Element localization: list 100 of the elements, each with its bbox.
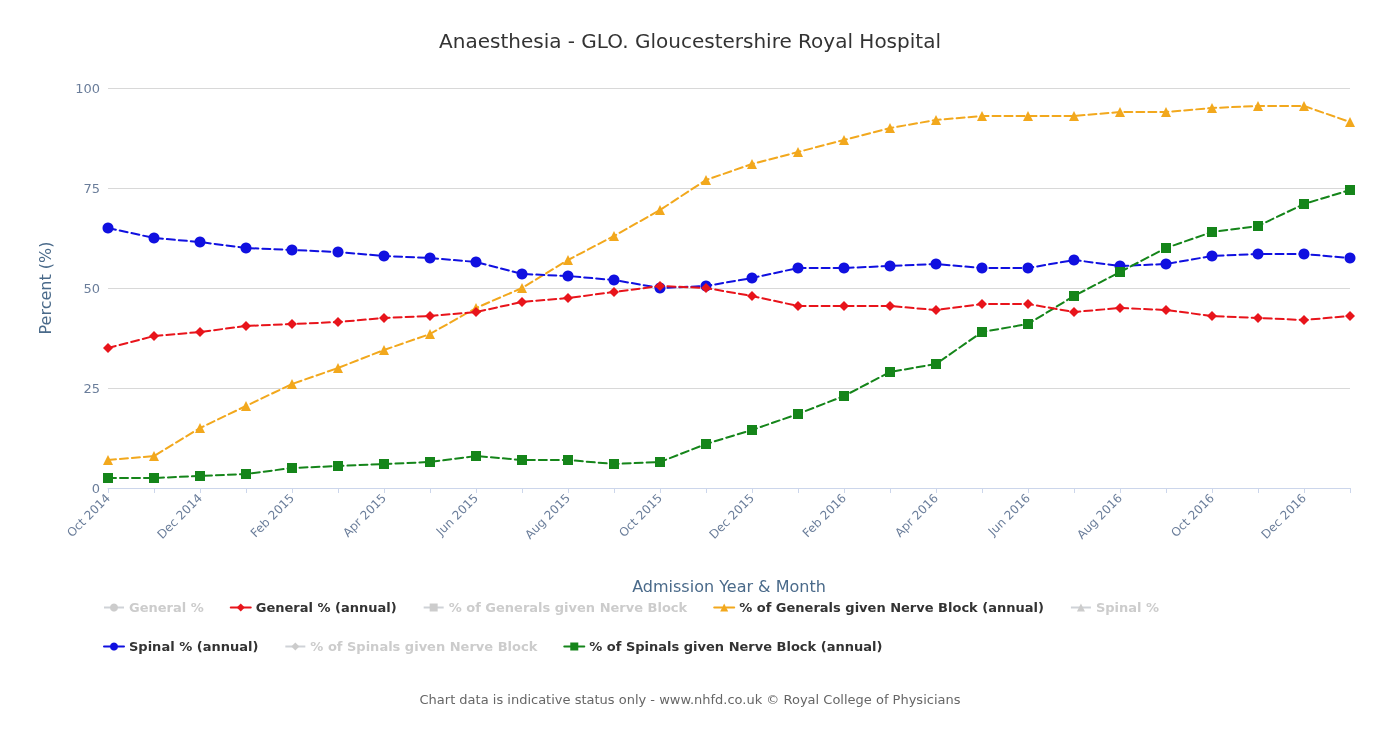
point bbox=[333, 363, 343, 373]
point bbox=[287, 463, 297, 473]
point bbox=[792, 262, 804, 274]
point bbox=[1161, 243, 1171, 253]
point bbox=[931, 305, 941, 315]
chart-title: Anaesthesia - GLO. Gloucestershire Royal Hospital bbox=[439, 29, 941, 53]
point bbox=[149, 451, 159, 461]
point bbox=[241, 469, 251, 479]
point bbox=[655, 205, 665, 215]
point bbox=[333, 317, 343, 327]
y-tick-label: 50 bbox=[83, 280, 100, 296]
point bbox=[287, 379, 297, 389]
point bbox=[701, 175, 711, 185]
point bbox=[471, 307, 481, 317]
point bbox=[470, 256, 482, 268]
legend-label: % of Generals given Nerve Block (annual) bbox=[739, 600, 1044, 615]
point bbox=[379, 345, 389, 355]
point bbox=[655, 457, 665, 467]
point bbox=[195, 471, 205, 481]
point bbox=[1207, 227, 1217, 237]
point bbox=[1345, 311, 1355, 321]
point bbox=[471, 451, 481, 461]
point bbox=[286, 244, 298, 256]
point bbox=[977, 327, 987, 337]
point bbox=[425, 311, 435, 321]
point bbox=[1253, 221, 1263, 231]
point bbox=[1068, 254, 1080, 266]
point bbox=[517, 455, 527, 465]
point bbox=[103, 343, 113, 353]
point bbox=[332, 246, 344, 258]
point bbox=[1299, 199, 1309, 209]
point bbox=[1207, 103, 1217, 113]
point bbox=[240, 242, 252, 254]
point bbox=[747, 291, 757, 301]
legend-label: Spinal % (annual) bbox=[129, 639, 259, 654]
point bbox=[977, 111, 987, 121]
point bbox=[1345, 185, 1355, 195]
point bbox=[1344, 252, 1356, 264]
legend-label: % of Spinals given Nerve Block (annual) bbox=[589, 639, 883, 654]
text: Chart data is indicative status only - www.nhfd.co.uk © Royal College of Physicians bbox=[419, 692, 961, 707]
point bbox=[793, 409, 803, 419]
point bbox=[1298, 248, 1310, 260]
point bbox=[1206, 250, 1218, 262]
point bbox=[517, 283, 527, 293]
point bbox=[885, 301, 895, 311]
point bbox=[241, 321, 251, 331]
point bbox=[1161, 305, 1171, 315]
point bbox=[885, 123, 895, 133]
point bbox=[839, 391, 849, 401]
point bbox=[976, 262, 988, 274]
point bbox=[1023, 299, 1033, 309]
legend-label: General % (annual) bbox=[255, 600, 397, 615]
point bbox=[838, 262, 850, 274]
point bbox=[931, 115, 941, 125]
point bbox=[287, 319, 297, 329]
point bbox=[1115, 107, 1125, 117]
point bbox=[1161, 107, 1171, 117]
y-tick-label: 0 bbox=[91, 480, 100, 496]
point bbox=[102, 222, 114, 234]
point bbox=[839, 135, 849, 145]
point bbox=[839, 301, 849, 311]
point bbox=[516, 268, 528, 280]
point bbox=[1115, 303, 1125, 313]
y-tick-label: 100 bbox=[75, 80, 100, 96]
point bbox=[425, 457, 435, 467]
point bbox=[148, 232, 160, 244]
point bbox=[103, 473, 113, 483]
point bbox=[149, 473, 159, 483]
point bbox=[1299, 315, 1309, 325]
point bbox=[793, 147, 803, 157]
point bbox=[609, 459, 619, 469]
point bbox=[1160, 258, 1172, 270]
point bbox=[1069, 291, 1079, 301]
y-tick-label: 25 bbox=[83, 380, 100, 396]
point bbox=[1253, 313, 1263, 323]
point bbox=[1253, 101, 1263, 111]
point bbox=[608, 274, 620, 286]
point bbox=[563, 255, 573, 265]
point bbox=[747, 159, 757, 169]
point bbox=[931, 359, 941, 369]
point bbox=[1023, 319, 1033, 329]
x-axis-title: Admission Year & Month bbox=[632, 576, 826, 596]
point bbox=[884, 260, 896, 272]
point bbox=[746, 272, 758, 284]
point bbox=[378, 250, 390, 262]
point bbox=[1299, 101, 1309, 111]
y-tick-label: 75 bbox=[83, 180, 100, 196]
point bbox=[1069, 307, 1079, 317]
point bbox=[1022, 262, 1034, 274]
point bbox=[103, 455, 113, 465]
point bbox=[1345, 117, 1355, 127]
y-axis-title: Percent (%) bbox=[35, 241, 55, 335]
point bbox=[241, 401, 251, 411]
point bbox=[1207, 311, 1217, 321]
point bbox=[563, 455, 573, 465]
point bbox=[609, 287, 619, 297]
point bbox=[425, 329, 435, 339]
point bbox=[562, 270, 574, 282]
point bbox=[149, 331, 159, 341]
point bbox=[563, 293, 573, 303]
